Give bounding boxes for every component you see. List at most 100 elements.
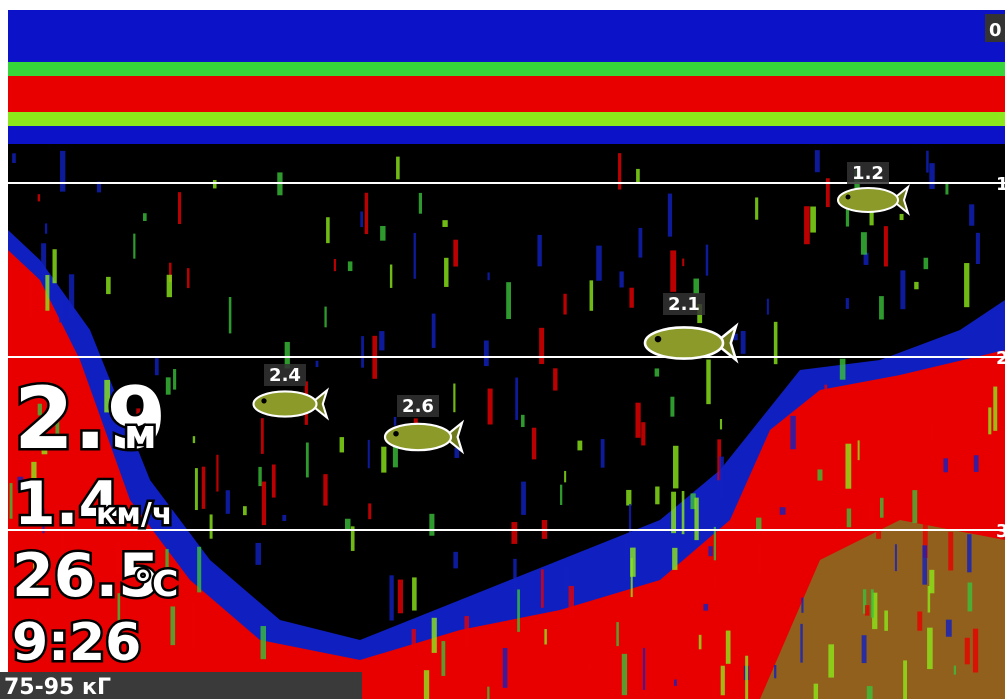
echo-speck bbox=[954, 666, 956, 675]
echo-speck bbox=[544, 629, 547, 644]
echo-speck bbox=[712, 680, 717, 699]
echo-speck bbox=[884, 610, 888, 630]
echo-speck bbox=[828, 644, 834, 677]
echo-speck bbox=[714, 527, 716, 560]
echo-speck bbox=[8, 647, 11, 661]
echo-speck bbox=[255, 543, 261, 565]
fish-body bbox=[645, 327, 723, 358]
echo-speck bbox=[442, 220, 447, 227]
scale-label: 3 bbox=[996, 521, 1005, 542]
echo-speck bbox=[532, 428, 536, 460]
echo-speck bbox=[453, 240, 458, 267]
echo-speck bbox=[756, 518, 761, 531]
sonar-screen: 0 1 2 3 1.22.12.42.6 2.9 м 1.4 км/ч 26.5… bbox=[0, 0, 1005, 699]
echo-speck bbox=[673, 446, 678, 489]
echo-speck bbox=[922, 545, 927, 584]
surface-band bbox=[8, 76, 1005, 112]
echo-speck bbox=[967, 534, 971, 572]
speed-unit: км/ч bbox=[96, 497, 172, 532]
fish-eye bbox=[261, 398, 266, 403]
fish-eye bbox=[846, 195, 851, 200]
echo-speck bbox=[858, 440, 860, 460]
echo-speck bbox=[453, 384, 455, 413]
echo-speck bbox=[345, 519, 351, 530]
scale-label: 1 bbox=[996, 174, 1005, 195]
echo-speck bbox=[929, 163, 934, 189]
echo-speck bbox=[464, 616, 469, 647]
echo-speck bbox=[515, 378, 518, 420]
echo-speck bbox=[968, 583, 973, 612]
echo-speck bbox=[553, 368, 557, 390]
echo-speck bbox=[187, 268, 190, 288]
echo-speck bbox=[757, 542, 761, 574]
echo-speck bbox=[969, 204, 974, 225]
echo-speck bbox=[671, 492, 676, 533]
echo-speck bbox=[929, 570, 934, 593]
echo-speck bbox=[619, 271, 623, 287]
echo-speck bbox=[441, 641, 445, 676]
echo-speck bbox=[767, 299, 769, 315]
echo-speck bbox=[45, 275, 49, 311]
echo-speck bbox=[694, 498, 698, 540]
echo-speck bbox=[69, 274, 74, 319]
echo-speck bbox=[880, 498, 884, 518]
echo-speck bbox=[380, 226, 385, 241]
echo-speck bbox=[682, 259, 684, 267]
echo-speck bbox=[868, 503, 874, 521]
echo-speck bbox=[12, 153, 16, 163]
echo-speck bbox=[631, 558, 633, 597]
echo-speck bbox=[193, 436, 195, 443]
echo-speck bbox=[924, 258, 929, 269]
echo-speck bbox=[432, 618, 437, 653]
echo-speck bbox=[133, 234, 135, 259]
surface-band bbox=[8, 62, 1005, 76]
echo-speck bbox=[862, 635, 867, 663]
echo-speck bbox=[590, 280, 594, 310]
echo-speck bbox=[973, 629, 978, 673]
temperature-unit: °C bbox=[134, 564, 178, 605]
echo-speck bbox=[993, 387, 997, 431]
echo-speck bbox=[178, 192, 181, 224]
frequency: 75-95 кГ bbox=[4, 675, 111, 699]
echo-speck bbox=[229, 297, 232, 333]
echo-speck bbox=[560, 485, 562, 505]
echo-speck bbox=[412, 577, 417, 610]
echo-speck bbox=[361, 336, 364, 368]
echo-speck bbox=[521, 415, 525, 427]
echo-speck bbox=[488, 389, 493, 425]
echo-speck bbox=[569, 586, 574, 619]
echo-speck bbox=[368, 440, 370, 468]
echo-speck bbox=[790, 416, 795, 449]
echo-speck bbox=[804, 206, 810, 244]
echo-speck bbox=[626, 490, 631, 506]
echo-speck bbox=[914, 282, 918, 289]
echo-speck bbox=[699, 635, 702, 649]
echo-speck bbox=[537, 235, 541, 266]
fish-body bbox=[254, 391, 317, 416]
echo-speck bbox=[488, 272, 490, 280]
echo-speck bbox=[564, 471, 566, 482]
echo-speck bbox=[946, 620, 952, 637]
echo-speck bbox=[988, 407, 991, 434]
echo-speck bbox=[726, 631, 731, 664]
echo-speck bbox=[143, 213, 147, 221]
echo-speck bbox=[424, 670, 429, 699]
echo-speck bbox=[668, 194, 672, 237]
echo-speck bbox=[588, 664, 591, 671]
echo-speck bbox=[720, 419, 722, 429]
echo-speck bbox=[706, 245, 708, 276]
echo-speck bbox=[845, 444, 851, 489]
echo-speck bbox=[326, 217, 330, 243]
echo-speck bbox=[714, 577, 716, 588]
echo-speck bbox=[900, 270, 905, 309]
echo-speck bbox=[964, 263, 969, 307]
echo-speck bbox=[316, 361, 319, 367]
echo-speck bbox=[195, 468, 198, 510]
scale-label: 2 bbox=[996, 348, 1005, 369]
echo-speck bbox=[618, 153, 621, 189]
echo-speck bbox=[817, 469, 822, 480]
echo-speck bbox=[815, 150, 820, 172]
echo-speck bbox=[719, 457, 724, 499]
surface-band bbox=[8, 10, 1005, 62]
echo-speck bbox=[60, 151, 65, 192]
